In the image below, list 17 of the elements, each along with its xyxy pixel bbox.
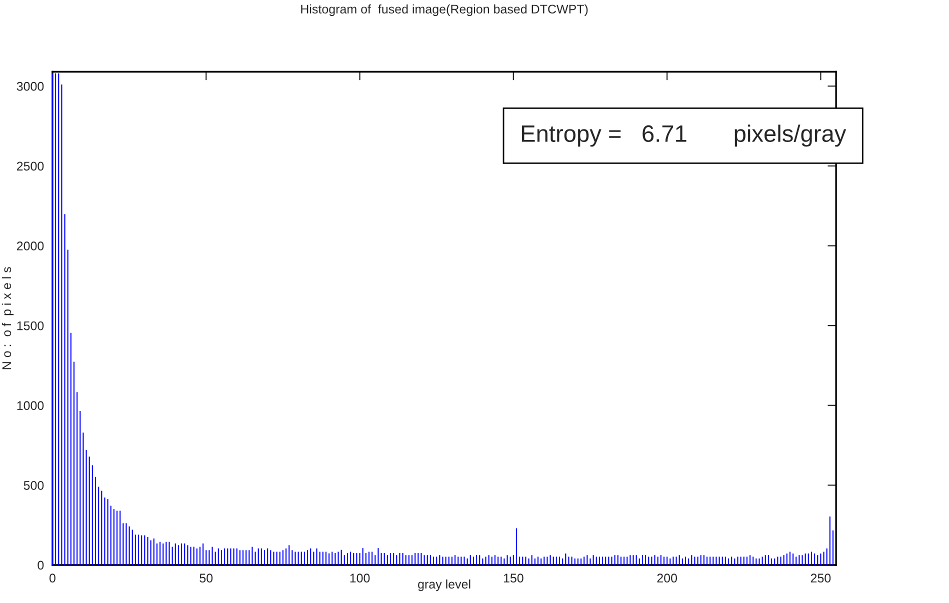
- y-tick-label: 2000: [16, 242, 44, 250]
- y-axis-title: N o : o f p i x e l s: [2, 267, 14, 370]
- x-tick-label: 150: [504, 574, 524, 583]
- y-tick-label: 1000: [17, 401, 44, 410]
- x-tick-label: 200: [657, 574, 677, 583]
- x-axis-title: gray level: [418, 579, 470, 592]
- annotation: Entropy = 6.71 pixels/gray: [522, 124, 846, 147]
- x-tick-label: 50: [200, 574, 213, 583]
- y-tick-label: 3000: [16, 82, 44, 91]
- x-tick-label: 250: [810, 574, 831, 583]
- x-tick-label: 100: [350, 574, 370, 583]
- chart-title: Histogram of fused image(Region based DTCWPT): [301, 4, 588, 16]
- y-tick-label: 1500: [17, 321, 44, 330]
- x-tick-label: 0: [49, 574, 56, 583]
- y-tick-label: 0: [38, 560, 44, 570]
- y-tick-label: 500: [24, 480, 44, 490]
- y-tick-label: 2500: [16, 162, 44, 171]
